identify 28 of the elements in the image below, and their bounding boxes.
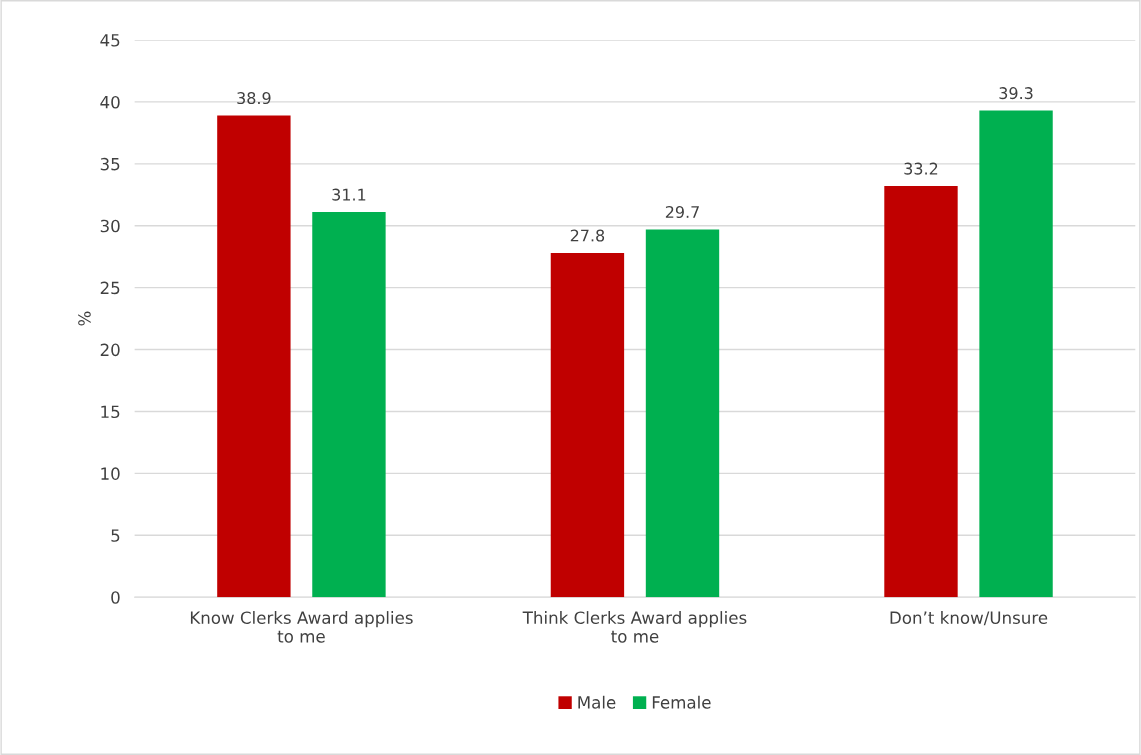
y-tick-label: 45 — [100, 34, 120, 47]
y-tick-label: 10 — [101, 467, 120, 480]
bar — [979, 110, 1053, 598]
bar — [312, 212, 386, 598]
data-label: 31.1 — [332, 188, 366, 201]
x-tick-label: Know Clerks Award applies to me — [190, 611, 413, 643]
legend-label: Female — [652, 695, 711, 709]
y-tick-label: 25 — [100, 281, 120, 295]
bar — [645, 229, 720, 598]
y-tick-label: 20 — [100, 343, 120, 357]
data-label: 33.2 — [904, 162, 938, 175]
bar — [217, 115, 291, 598]
data-label: 38.9 — [237, 92, 271, 105]
data-label: 29.7 — [665, 205, 699, 219]
x-tick-label: Don’t know/Unsure — [890, 611, 1048, 626]
y-axis-title: % — [78, 311, 91, 326]
y-tick-label: 35 — [100, 157, 120, 171]
legend-label: Male — [578, 695, 616, 709]
bar — [550, 252, 625, 598]
y-tick-label: 0 — [111, 591, 120, 604]
data-label: 27.8 — [570, 229, 605, 242]
y-tick-label: 5 — [111, 529, 120, 542]
y-tick-label: 30 — [100, 219, 120, 233]
x-tick-label: Think Clerks Award applies to me — [522, 611, 747, 643]
y-tick-label: 40 — [100, 95, 120, 109]
y-tick-label: 15 — [101, 405, 120, 419]
data-label: 39.3 — [999, 87, 1033, 100]
bar — [884, 186, 958, 598]
